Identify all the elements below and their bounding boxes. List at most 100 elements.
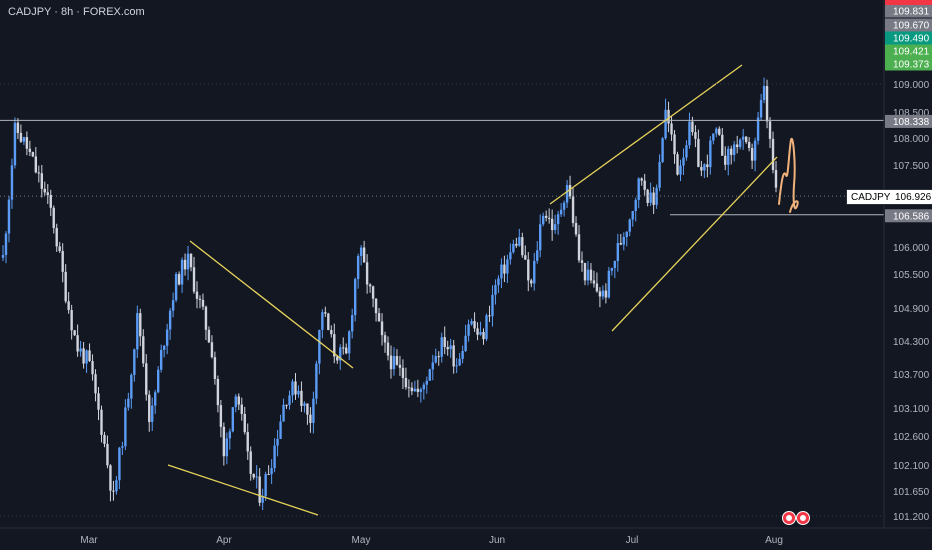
candle-body <box>574 223 578 235</box>
candle-body <box>130 374 133 399</box>
candle-body <box>312 398 315 423</box>
candle-body <box>601 290 605 297</box>
candle-body <box>127 398 130 408</box>
candle-body <box>49 194 52 208</box>
candle-body <box>133 349 136 375</box>
candle-body <box>192 267 196 292</box>
candle-body <box>300 390 303 406</box>
candle-body <box>154 392 157 406</box>
candle-body <box>559 209 563 215</box>
candle-body <box>580 260 584 263</box>
price-tick-label: 102.100 <box>893 461 930 472</box>
candle-body <box>631 211 634 220</box>
candle-body <box>333 334 336 357</box>
candle-body <box>25 137 29 149</box>
time-tick-label: Jun <box>489 535 505 546</box>
candle-body <box>425 380 429 385</box>
candle-body <box>103 434 106 444</box>
symbol-label: CADJPY <box>851 192 891 203</box>
candle-body <box>28 148 32 153</box>
candle-body <box>643 180 646 190</box>
price-tick-label: 108.000 <box>893 134 930 145</box>
candle-body <box>16 122 20 133</box>
candle-body <box>404 377 408 388</box>
candle-body <box>598 291 602 297</box>
channel-upper-line <box>549 64 743 205</box>
candle-body <box>380 321 384 336</box>
candle-body <box>536 250 539 261</box>
candle-body <box>646 189 649 203</box>
candle-body <box>327 313 330 331</box>
candle-body <box>449 345 452 350</box>
candle-body <box>165 329 169 346</box>
candle-body <box>365 262 369 285</box>
candle-body <box>727 148 730 165</box>
candle-body <box>473 321 476 329</box>
price-tag-label: 109.831 <box>893 7 930 18</box>
candle-body <box>383 335 387 343</box>
candle-body <box>422 384 426 390</box>
candle-body <box>40 173 43 189</box>
price-tag-label: 109.421 <box>893 47 930 58</box>
candle-body <box>121 446 124 448</box>
candle-body <box>491 294 494 317</box>
candle-body <box>136 313 139 350</box>
candle-body <box>362 247 366 263</box>
candle-body <box>371 286 375 299</box>
candle-body <box>741 136 745 140</box>
candle-body <box>747 142 751 149</box>
price-tick-label: 103.100 <box>893 404 930 415</box>
candle-body <box>324 312 327 314</box>
candle-body <box>461 351 464 359</box>
candle-body <box>703 164 706 171</box>
candle-body <box>91 361 94 375</box>
channel-lower-line <box>611 156 778 332</box>
economic-events[interactable] <box>782 511 812 527</box>
event-flag-icon[interactable] <box>782 511 796 525</box>
event-flag-icon[interactable] <box>796 511 810 525</box>
candle-body <box>151 405 154 422</box>
candle-body <box>177 274 181 285</box>
candle-body <box>673 134 676 155</box>
candle-body <box>527 259 530 281</box>
candle-body <box>401 367 405 378</box>
candle-body <box>231 407 235 432</box>
candle-body <box>64 271 67 302</box>
candle-body <box>291 381 294 396</box>
candle-body <box>595 283 599 292</box>
candle-body <box>52 207 55 228</box>
candle-body <box>180 259 184 285</box>
price-tick-label: 103.700 <box>893 370 930 381</box>
candle-body <box>112 490 115 492</box>
chart-title: CADJPY · 8h · FOREX.com <box>8 6 145 18</box>
candle-body <box>386 342 390 356</box>
candle-body <box>348 331 351 354</box>
candle-body <box>706 164 709 168</box>
candle-body <box>106 443 109 466</box>
candle-body <box>228 431 232 439</box>
candle-body <box>222 426 226 457</box>
time-tick-label: Apr <box>216 535 232 546</box>
candle-body <box>446 347 449 350</box>
candle-body <box>640 178 643 181</box>
price-tag-bg <box>885 57 932 71</box>
time-tick-label: Mar <box>80 535 98 546</box>
candle-body <box>586 269 590 281</box>
candle-body <box>768 121 772 139</box>
candle-body <box>506 259 509 274</box>
candles-layer <box>1 77 778 511</box>
candle-body <box>145 363 148 395</box>
candle-body <box>309 414 312 423</box>
candle-body <box>452 345 455 367</box>
candle-body <box>753 140 757 161</box>
candle-body <box>276 438 279 446</box>
candle-body <box>118 447 121 481</box>
price-tick-label: 104.300 <box>893 337 930 348</box>
candle-body <box>174 274 178 301</box>
candle-body <box>70 310 73 331</box>
candle-body <box>437 356 440 358</box>
candle-body <box>336 356 339 361</box>
candle-body <box>658 161 661 188</box>
drawings-layer <box>0 64 884 516</box>
